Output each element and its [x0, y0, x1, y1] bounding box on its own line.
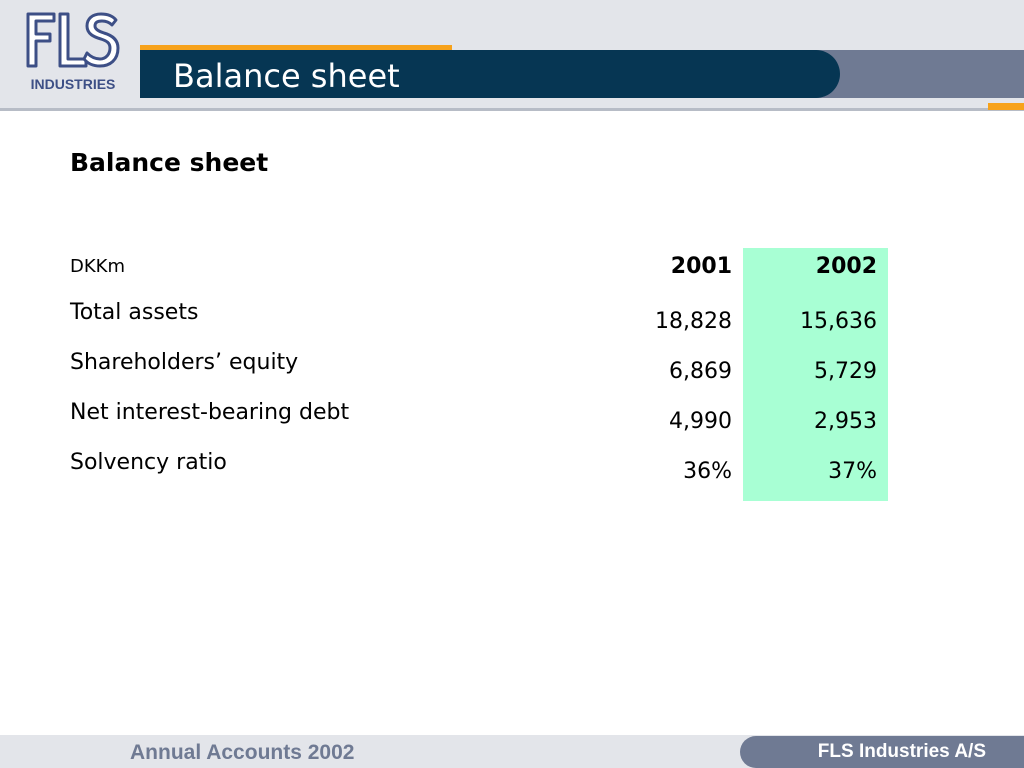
- footer-company-name: FLS Industries A/S: [817, 741, 986, 762]
- cell-solvency-ratio-2001: 36%: [683, 459, 732, 484]
- footer-tab: [740, 736, 1024, 768]
- orange-accent-bar-right: [988, 103, 1024, 110]
- header-divider: [0, 108, 1024, 111]
- header-grey-tab: [810, 50, 1024, 98]
- highlight-column-2002: [743, 248, 888, 501]
- header-title: Balance sheet: [173, 57, 400, 95]
- cell-solvency-ratio-2002: 37%: [828, 459, 877, 484]
- cell-net-interest-bearing-debt-2001: 4,990: [669, 409, 732, 434]
- cell-net-interest-bearing-debt-2002: 2,953: [814, 409, 877, 434]
- cell-shareholders-equity-2002: 5,729: [814, 359, 877, 384]
- row-label-shareholders-equity: Shareholders’ equity: [70, 350, 299, 375]
- year-header-2002: 2002: [815, 254, 877, 279]
- fls-logo: INDUSTRIES: [22, 10, 124, 92]
- footer-document-title: Annual Accounts 2002: [130, 741, 355, 764]
- row-label-net-interest-bearing-debt: Net interest-bearing debt: [70, 400, 350, 425]
- section-title: Balance sheet: [70, 148, 269, 177]
- row-label-solvency-ratio: Solvency ratio: [70, 450, 227, 475]
- year-header-2001: 2001: [670, 254, 732, 279]
- fls-logo-mark: [26, 12, 120, 68]
- logo-subtext: INDUSTRIES: [30, 76, 116, 92]
- cell-total-assets-2002: 15,636: [800, 309, 877, 334]
- cell-shareholders-equity-2001: 6,869: [669, 359, 732, 384]
- cell-total-assets-2001: 18,828: [655, 309, 732, 334]
- orange-accent-bar: [140, 45, 452, 52]
- title-bar: [140, 50, 840, 98]
- row-label-total-assets: Total assets: [70, 300, 199, 325]
- unit-label: DKKm: [70, 256, 126, 277]
